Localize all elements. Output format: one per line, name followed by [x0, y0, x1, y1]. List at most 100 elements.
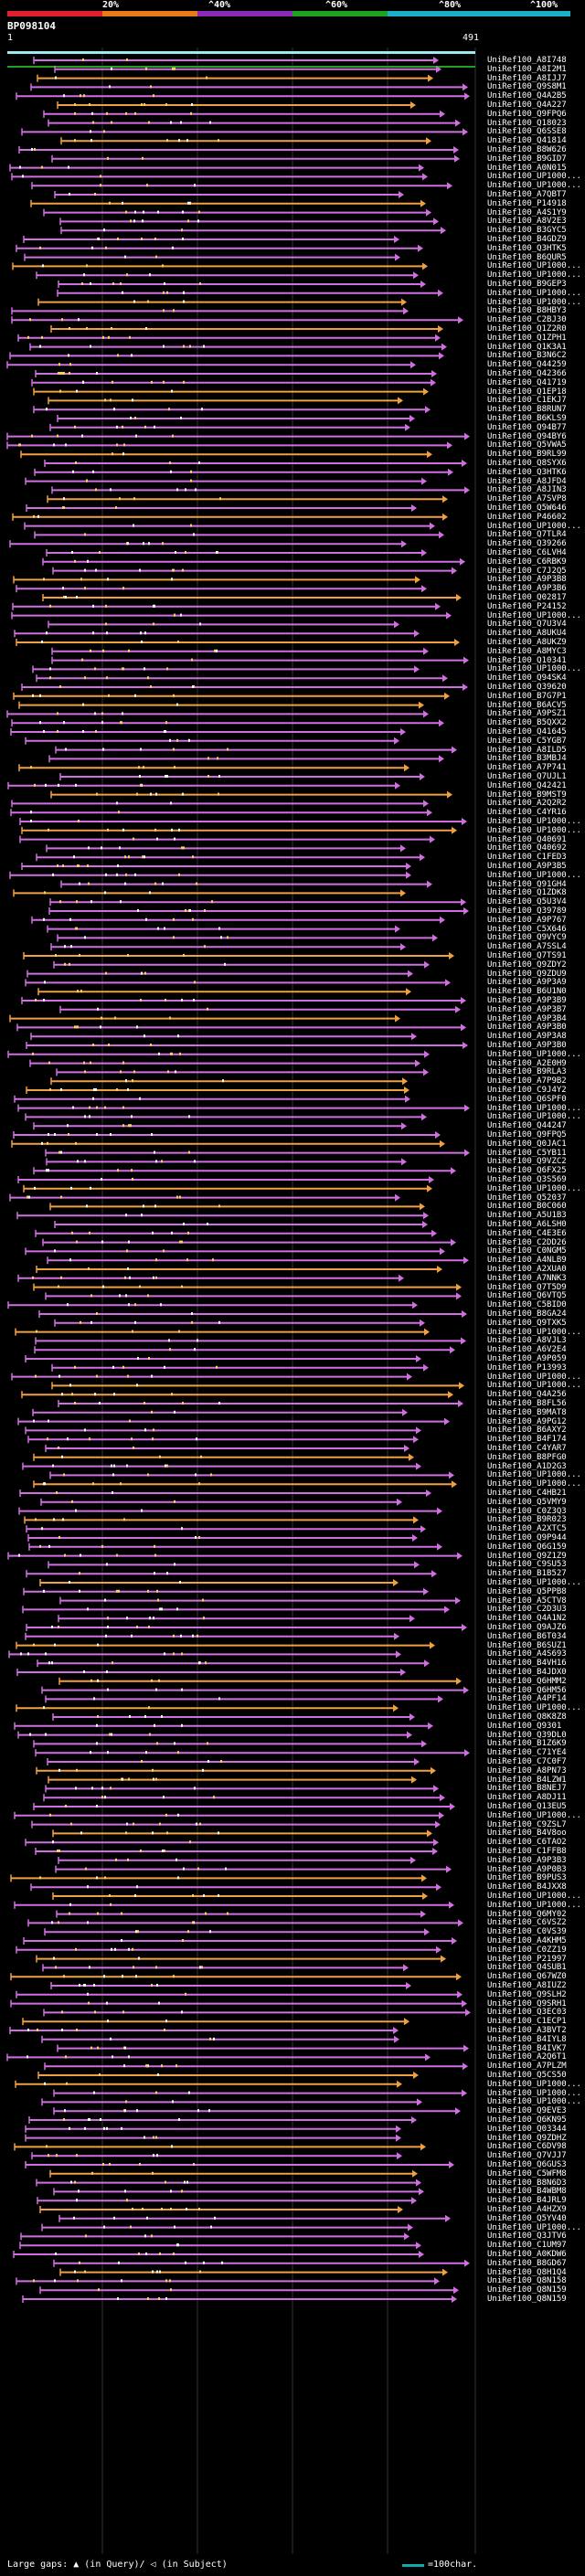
hit-label[interactable]: UniRef100_B4GDZ9	[487, 235, 567, 244]
hit-label[interactable]: UniRef100_B1B527	[487, 1569, 567, 1579]
hit-label[interactable]: UniRef100_Q9S8M1	[487, 82, 567, 92]
hit-label[interactable]: UniRef100_Q4A227	[487, 101, 567, 110]
hit-label[interactable]: UniRef100_B8GA24	[487, 1309, 567, 1319]
hit-label[interactable]: UniRef100_Q6SSE8	[487, 127, 567, 137]
hit-label[interactable]: UniRef100_A4KHM5	[487, 1936, 567, 1945]
hit-label[interactable]: UniRef100_A8UKZ9	[487, 638, 567, 647]
hit-label[interactable]: UniRef100_A9P767	[487, 915, 567, 925]
hit-label[interactable]: UniRef100_A9P3B8	[487, 575, 567, 585]
hit-label[interactable]: UniRef100_B1Z6K9	[487, 1739, 567, 1749]
hit-label[interactable]: UniRef100_B4VH16	[487, 1659, 567, 1669]
hit-label[interactable]: UniRef100_Q41719	[487, 377, 567, 387]
hit-label[interactable]: UniRef100_Q9301	[487, 1721, 562, 1731]
hit-label[interactable]: UniRef100_UP1000...	[487, 825, 581, 835]
hit-label[interactable]: UniRef100_C1EKJ7	[487, 396, 567, 406]
hit-label[interactable]: UniRef100_A1D2G3	[487, 1461, 567, 1471]
hit-label[interactable]: UniRef100_A4NLB9	[487, 1256, 567, 1266]
hit-label[interactable]: UniRef100_B6AXY2	[487, 1426, 567, 1436]
hit-label[interactable]: UniRef100_C9ZSL7	[487, 1819, 567, 1829]
hit-label[interactable]: UniRef100_A3BVT2	[487, 2026, 567, 2035]
hit-label[interactable]: UniRef100_B3GYC5	[487, 226, 567, 236]
hit-label[interactable]: UniRef100_B9R023	[487, 1515, 567, 1525]
hit-label[interactable]: UniRef100_UP1000...	[487, 288, 581, 298]
hit-label[interactable]: UniRef100_A9P3B0	[487, 1023, 567, 1033]
hit-label[interactable]: UniRef100_B9RLA3	[487, 1067, 567, 1077]
hit-label[interactable]: UniRef100_B9RL99	[487, 450, 567, 460]
hit-label[interactable]: UniRef100_C4E3E6	[487, 1228, 567, 1238]
hit-label[interactable]: UniRef100_A9PSZ1	[487, 709, 567, 719]
hit-label[interactable]: UniRef100_A8UKU4	[487, 629, 567, 639]
hit-label[interactable]: UniRef100_B8NEJ7	[487, 1784, 567, 1794]
hit-label[interactable]: UniRef100_A2XTC5	[487, 1524, 567, 1534]
hit-label[interactable]: UniRef100_B9PUS3	[487, 1873, 567, 1883]
hit-label[interactable]: UniRef100_A8IJJ7	[487, 73, 567, 83]
hit-label[interactable]: UniRef100_B4LZW1	[487, 1775, 567, 1785]
hit-label[interactable]: UniRef100_Q8SYX6	[487, 459, 567, 468]
hit-label[interactable]: UniRef100_C1FED3	[487, 853, 567, 863]
hit-label[interactable]: UniRef100_UP1000...	[487, 664, 581, 674]
hit-label[interactable]: UniRef100_Q8N158	[487, 2276, 567, 2286]
hit-label[interactable]: UniRef100_B5QXX2	[487, 718, 567, 728]
hit-label[interactable]: UniRef100_Q03344	[487, 2124, 567, 2134]
hit-label[interactable]: UniRef100_C9SU53	[487, 1560, 567, 1570]
hit-label[interactable]: UniRef100_B4IYL8	[487, 2034, 567, 2044]
hit-label[interactable]: UniRef100_Q3HTK6	[487, 467, 567, 477]
hit-label[interactable]: UniRef100_UP1000...	[487, 2079, 581, 2089]
hit-label[interactable]: UniRef100_A8I2M1	[487, 64, 567, 74]
hit-label[interactable]: UniRef100_Q8K8Z8	[487, 1712, 567, 1722]
hit-label[interactable]: UniRef100_Q6HM56	[487, 1685, 567, 1695]
hit-label[interactable]: UniRef100_A7SVP8	[487, 494, 567, 504]
hit-label[interactable]: UniRef100_A6LSH0	[487, 1220, 567, 1229]
hit-label[interactable]: UniRef100_A2Q2R2	[487, 799, 567, 809]
hit-label[interactable]: UniRef100_UP1000...	[487, 1049, 581, 1059]
hit-label[interactable]: UniRef100_A8JFD4	[487, 476, 567, 486]
hit-label[interactable]: UniRef100_A9P3B7	[487, 1004, 567, 1014]
hit-label[interactable]: UniRef100_UP1000...	[487, 1900, 581, 1910]
hit-label[interactable]: UniRef100_A9P3B4	[487, 1013, 567, 1023]
hit-label[interactable]: UniRef100_Q1K3A1	[487, 342, 567, 352]
hit-label[interactable]: UniRef100_Q1ZDK8	[487, 888, 567, 898]
hit-label[interactable]: UniRef100_UP1000...	[487, 2088, 581, 2098]
hit-label[interactable]: UniRef100_A7QBT7	[487, 190, 567, 199]
hit-label[interactable]: UniRef100_UP1000...	[487, 1479, 581, 1489]
hit-label[interactable]: UniRef100_B8N6D3	[487, 2178, 567, 2188]
hit-label[interactable]: UniRef100_A9P3B9	[487, 996, 567, 1005]
hit-label[interactable]: UniRef100_UP1000...	[487, 1183, 581, 1193]
hit-label[interactable]: UniRef100_B6QUR5	[487, 252, 567, 262]
hit-label[interactable]: UniRef100_Q8N159	[487, 2295, 567, 2304]
hit-label[interactable]: UniRef100_Q7U3V4	[487, 620, 567, 630]
hit-label[interactable]: UniRef100_A8PN73	[487, 1765, 567, 1776]
hit-label[interactable]: UniRef100_A4HZX9	[487, 2205, 567, 2214]
hit-label[interactable]: UniRef100_Q7UJL1	[487, 772, 567, 781]
hit-label[interactable]: UniRef100_UP1000...	[487, 261, 581, 271]
hit-label[interactable]: UniRef100_Q42366	[487, 369, 567, 378]
hit-label[interactable]: UniRef100_C6LVH4	[487, 548, 567, 557]
hit-label[interactable]: UniRef100_Q1ZPH1	[487, 333, 567, 343]
hit-label[interactable]: UniRef100_B4JXX8	[487, 1882, 567, 1892]
hit-label[interactable]: UniRef100_Q4SUB1	[487, 1963, 567, 1973]
hit-label[interactable]: UniRef100_B4JRL9	[487, 2196, 567, 2206]
hit-label[interactable]: UniRef100_Q5VWA5	[487, 440, 567, 451]
hit-label[interactable]: UniRef100_UP1000...	[487, 1381, 581, 1391]
hit-label[interactable]: UniRef100_C4YAR7	[487, 1444, 567, 1453]
hit-label[interactable]: UniRef100_P24152	[487, 601, 567, 611]
hit-label[interactable]: UniRef100_B8GD67	[487, 2258, 567, 2268]
hit-label[interactable]: UniRef100_B9MST9	[487, 790, 567, 800]
hit-label[interactable]: UniRef100_B6ACV5	[487, 700, 567, 710]
hit-label[interactable]: UniRef100_C2D3U3	[487, 1605, 567, 1615]
hit-label[interactable]: UniRef100_C6RBK9	[487, 557, 567, 567]
hit-label[interactable]: UniRef100_A9P3A8	[487, 1032, 567, 1042]
hit-label[interactable]: UniRef100_Q6SPF0	[487, 1094, 567, 1104]
hit-label[interactable]: UniRef100_A7SSL4	[487, 942, 567, 952]
hit-label[interactable]: UniRef100_Q5CS50	[487, 2071, 567, 2080]
hit-label[interactable]: UniRef100_UP1000...	[487, 270, 581, 281]
hit-label[interactable]: UniRef100_A9P3B0	[487, 1041, 567, 1050]
hit-label[interactable]: UniRef100_A2Q6T1	[487, 2052, 567, 2062]
hit-label[interactable]: UniRef100_UP1000...	[487, 1327, 581, 1337]
hit-label[interactable]: UniRef100_C1ECP1	[487, 2017, 567, 2027]
hit-label[interactable]: UniRef100_Q9ZDY2	[487, 959, 567, 970]
hit-label[interactable]: UniRef100_Q7TS91	[487, 951, 567, 960]
hit-label[interactable]: UniRef100_B9GID7	[487, 154, 567, 164]
hit-label[interactable]: UniRef100_Q67WZ0	[487, 1972, 567, 1982]
hit-label[interactable]: UniRef100_Q94B77	[487, 422, 567, 432]
